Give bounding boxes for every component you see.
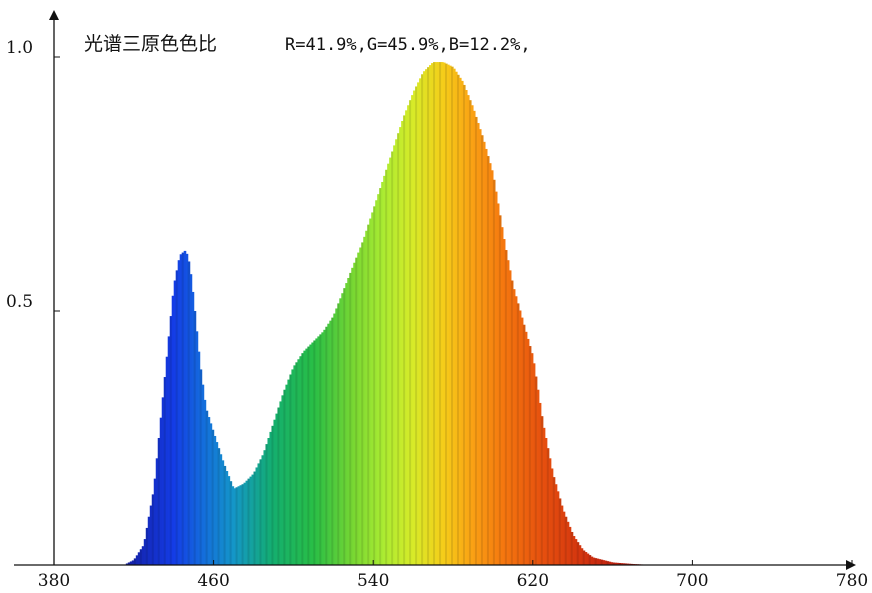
y-axis-arrow-icon — [49, 10, 59, 20]
spectrum-data-point — [772, 0, 773, 1]
spectrum-data-point — [732, 0, 733, 1]
x-tick-label: 700 — [676, 571, 708, 591]
chart-subtitle-rgb-ratio: R=41.9%,G=45.9%,B=12.2%, — [285, 35, 531, 55]
x-tick-label: 540 — [357, 571, 389, 591]
x-tick-label: 380 — [38, 571, 70, 591]
y-tick-label: 0.5 — [6, 292, 33, 312]
spectrum-data-point — [185, 249, 186, 250]
spectrum-data-point — [792, 0, 793, 1]
x-tick-label: 460 — [197, 571, 229, 591]
spectrum-data-point — [712, 0, 713, 1]
x-axis-arrow-icon — [846, 560, 856, 570]
spectrum-data-point — [752, 0, 753, 1]
spectrum-data-point — [692, 0, 693, 1]
x-tick-label: 620 — [517, 571, 549, 591]
y-ticks: 0.5 1.0 — [6, 38, 60, 312]
x-tick-label: 780 — [836, 571, 868, 591]
chart-title: 光谱三原色色比 — [84, 33, 217, 55]
y-tick-label: 1.0 — [6, 38, 33, 58]
spectrum-area — [123, 0, 793, 566]
